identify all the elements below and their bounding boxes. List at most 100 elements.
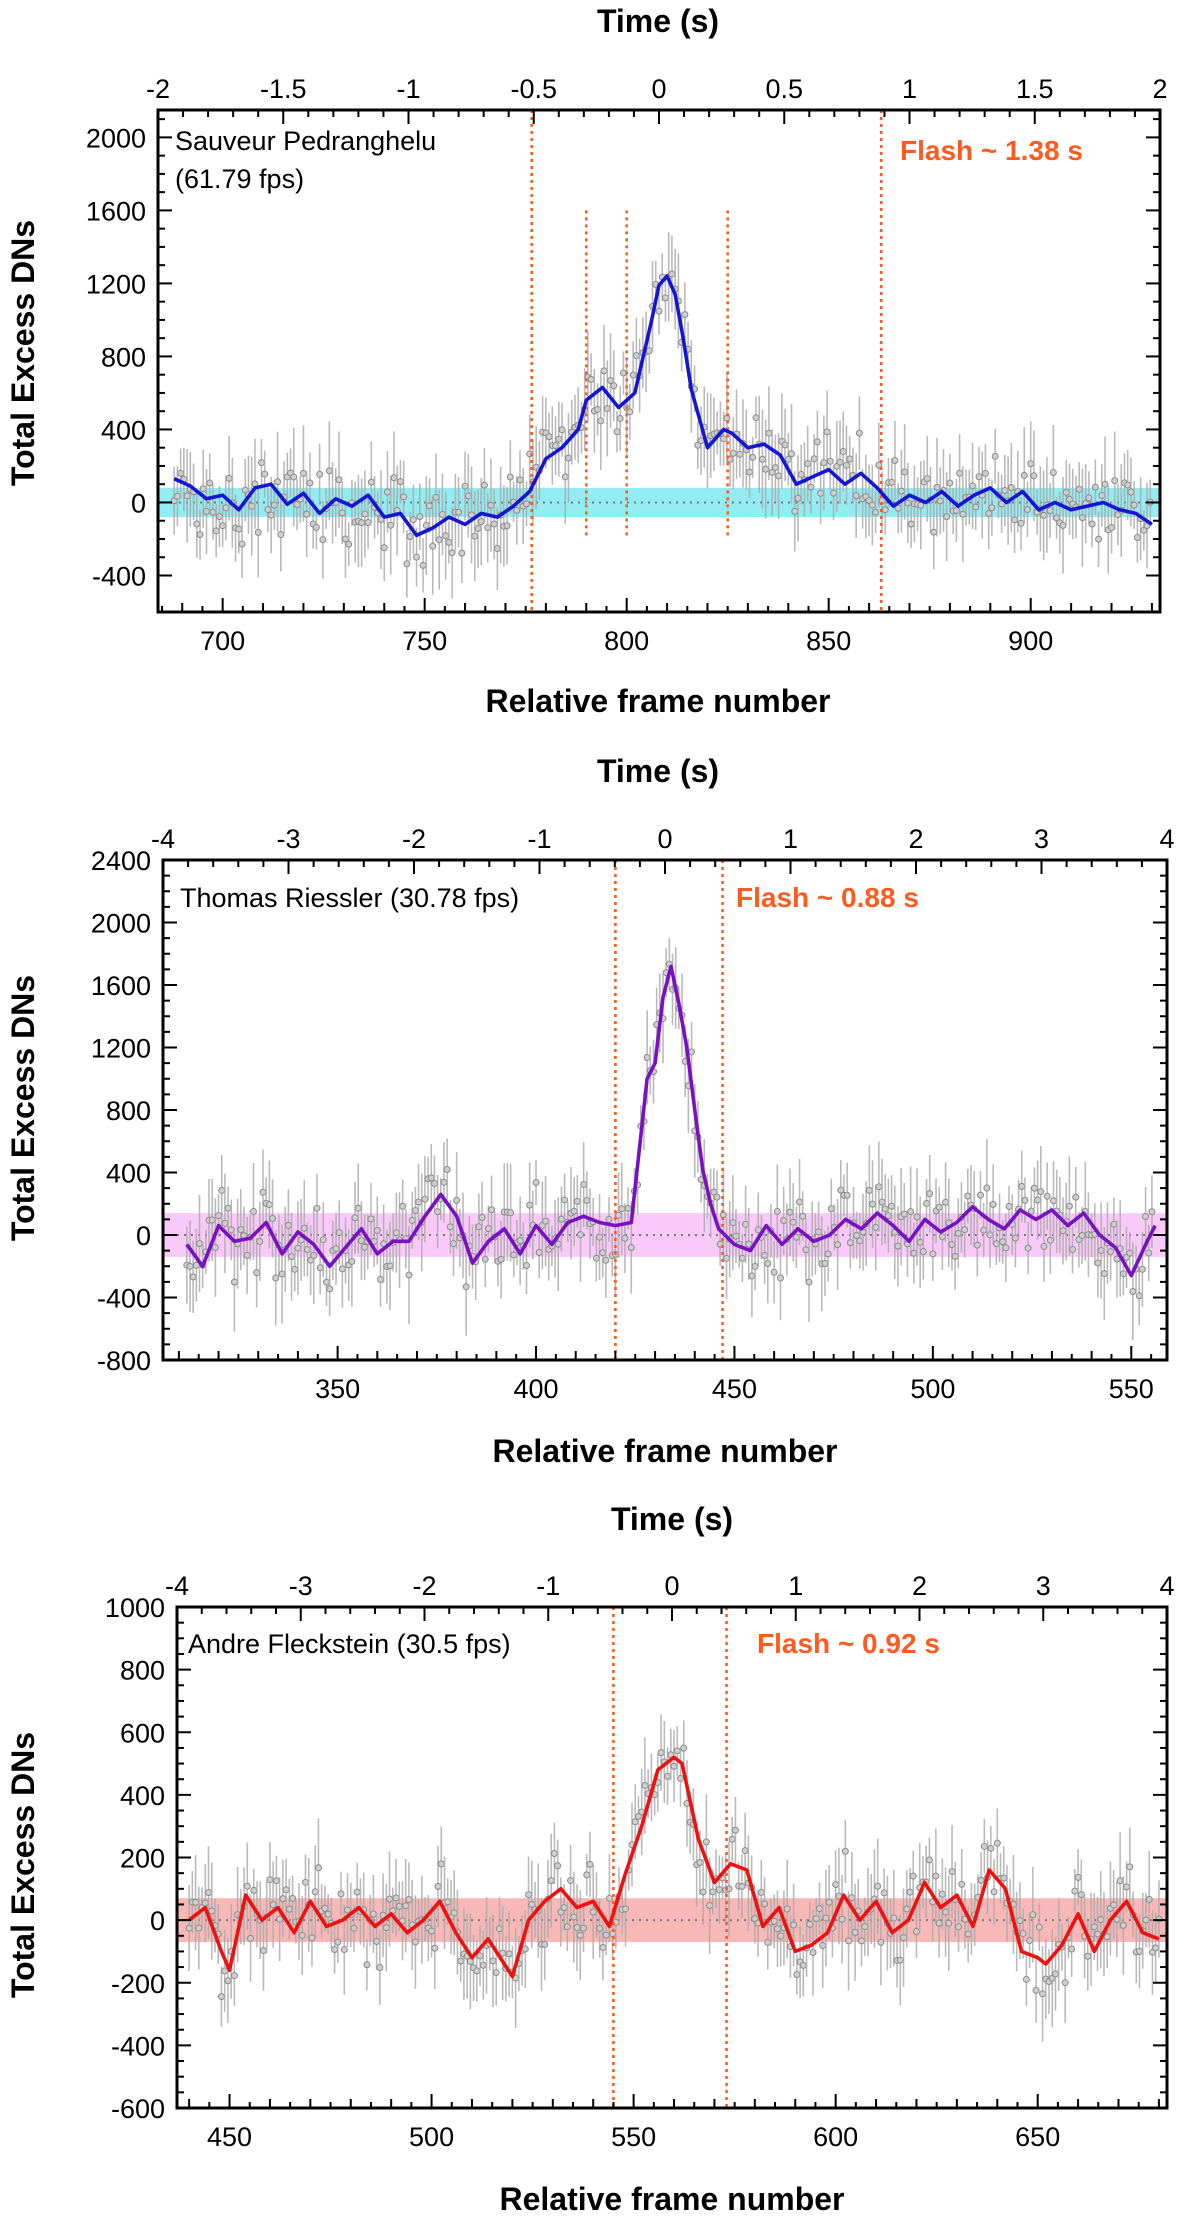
panel-2-data-point <box>888 1202 896 1210</box>
panel-2-data-point <box>1002 1244 1010 1252</box>
panel-3-data-point <box>964 1930 972 1938</box>
panel-1-data-point <box>794 494 802 502</box>
panel-2-data-point <box>910 1249 918 1257</box>
panel-2-data-point <box>773 1207 781 1215</box>
panel-1-top-tick-label: 0 <box>651 74 666 104</box>
panel-3-data-point <box>395 1902 403 1910</box>
panel-1-data-point <box>923 475 931 483</box>
panel-3-data-point <box>909 1872 917 1880</box>
panel-2-data-point <box>723 1254 731 1262</box>
panel-1-data-point <box>956 469 964 477</box>
panel-3-data-point <box>373 1938 381 1946</box>
panel-2-data-point <box>602 1256 610 1264</box>
panel-1-data-point <box>587 375 595 383</box>
panel-1-data-point <box>855 429 863 437</box>
panel-2-data-point <box>976 1191 984 1199</box>
panel-2-data-point <box>1027 1207 1035 1215</box>
panel-1-data-point <box>277 531 285 539</box>
panel-1-data-point <box>826 457 834 465</box>
panel-2-data-point <box>269 1214 277 1222</box>
panel-1-data-point <box>784 455 792 463</box>
panel-1-data-point <box>762 465 770 473</box>
panel-3-data-point <box>324 1910 332 1918</box>
panel-2-data-point <box>497 1255 505 1263</box>
panel-2-data-point <box>322 1278 330 1286</box>
panel-2-data-point <box>1034 1196 1042 1204</box>
panel-2-data-point <box>786 1208 794 1216</box>
panel-1-data-point <box>632 352 640 360</box>
panel-1-data-point <box>788 450 796 458</box>
panel-3-data-point <box>350 1924 358 1932</box>
panel-1-data-point <box>215 513 223 521</box>
panel-3-data-point <box>586 1860 594 1868</box>
panel-1-data-point <box>338 509 346 517</box>
panel-3-data-point <box>1077 1891 1085 1899</box>
panel-riessler: 350 400 450 500 550 -4 -3 -2 -1 0 1 2 3 4 -800 -400 0 400… <box>5 753 1175 1469</box>
panel-2-data-point <box>992 1240 1000 1248</box>
panel-3-data-point <box>279 1895 287 1903</box>
panel-1-data-point <box>1085 494 1093 502</box>
panel-2-data-point <box>224 1204 232 1212</box>
panel-1-data-point <box>881 506 889 514</box>
panel-3-data-point <box>848 1894 856 1902</box>
panel-2-data-point <box>738 1254 746 1262</box>
panel-1-data-point <box>810 455 818 463</box>
panel-1-data-point <box>1111 477 1119 485</box>
panel-3-top-tick-label: 4 <box>1159 1571 1174 1601</box>
panel-1-data-point <box>846 455 854 463</box>
panel-2-data-point <box>792 1233 800 1241</box>
panel-3-data-point <box>217 1993 225 2001</box>
panel-2-smoothed-line <box>185 964 1157 1278</box>
panel-1-data-point <box>177 469 185 477</box>
panel-2-data-point <box>237 1226 245 1234</box>
panel-3-data-point <box>599 1943 607 1951</box>
panel-2-data-point <box>900 1210 908 1218</box>
panel-1-data-point <box>943 513 951 521</box>
panel-1-data-point <box>480 481 488 489</box>
panel-1-data-point <box>196 530 204 538</box>
panel-3-data-point <box>437 1860 445 1868</box>
panel-3-data-point <box>977 1876 985 1884</box>
panel-3-data-point <box>622 1905 630 1913</box>
panel-3-data-point <box>935 1919 943 1927</box>
panel-3-top-tick-label: -3 <box>289 1571 313 1601</box>
panel-2-data-point <box>942 1198 950 1206</box>
panel-1-data-point <box>270 501 278 509</box>
panel-1-data-point <box>804 460 812 468</box>
panel-3-data-point <box>990 1888 998 1896</box>
panel-3-data-point <box>845 1937 853 1945</box>
panel-2-data-point <box>999 1238 1007 1246</box>
panel-3-data-point <box>580 1924 588 1932</box>
panel-2-y-tick-label: -800 <box>97 1346 151 1376</box>
panel-2-data-point <box>799 1212 807 1220</box>
panel-2-data-point <box>1037 1188 1045 1196</box>
panel-1-data-point <box>1127 488 1135 496</box>
panel-1-data-point <box>419 561 427 569</box>
panel-3-data-point <box>657 1749 665 1757</box>
panel-3-data-point <box>428 1927 436 1935</box>
panel-1-data-point <box>1078 514 1086 522</box>
panel-1-data-point <box>235 525 243 533</box>
panel-2-data-point <box>186 1262 194 1270</box>
panel-3-top-tick-label: 3 <box>1036 1571 1051 1601</box>
panel-2-data-point <box>1072 1193 1080 1201</box>
panel-2-top-tick-label: -4 <box>151 824 175 854</box>
panel-1-data-point <box>1040 511 1048 519</box>
panel-1-data-point <box>1030 472 1038 480</box>
panel-2-data-point <box>256 1237 264 1245</box>
panel-3-data-point <box>489 1957 497 1965</box>
panel-1-data-point <box>1017 519 1025 527</box>
panel-1-x-tick-label: 900 <box>1008 626 1053 656</box>
panel-3-data-point <box>1142 1916 1150 1924</box>
panel-3-data-point <box>1126 1863 1134 1871</box>
panel-3-data-point <box>457 1957 465 1965</box>
panel-1-data-point <box>820 459 828 467</box>
panel-2-data-point <box>408 1216 416 1224</box>
panel-fleckstein: 450 500 550 600 650 -4 -3 -2 -1 0 1 2 3 4 -600 -400 -200… <box>5 1501 1175 2217</box>
panel-3-x-tick-label: 550 <box>611 2122 656 2152</box>
panel-3-data-point <box>1035 1923 1043 1931</box>
panel-3-data-point <box>230 1972 238 1980</box>
panel-1-title: Sauveur Pedranghelu <box>175 126 436 156</box>
panel-3-data-point <box>382 1924 390 1932</box>
panel-2-data-point <box>523 1262 531 1270</box>
